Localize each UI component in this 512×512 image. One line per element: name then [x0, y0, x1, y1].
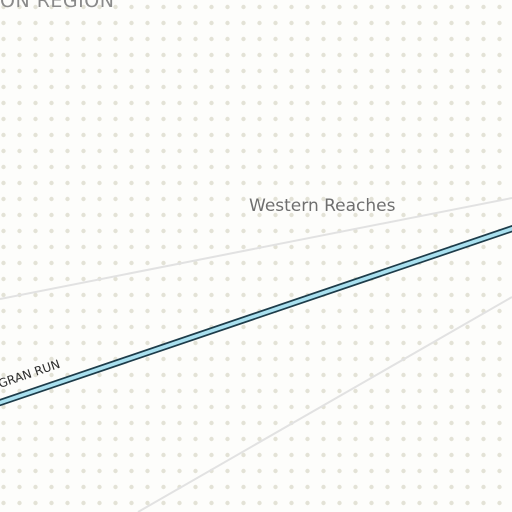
place-label-western-reaches[interactable]: Western Reaches	[249, 196, 396, 216]
region-label: ON REGION	[0, 0, 114, 12]
